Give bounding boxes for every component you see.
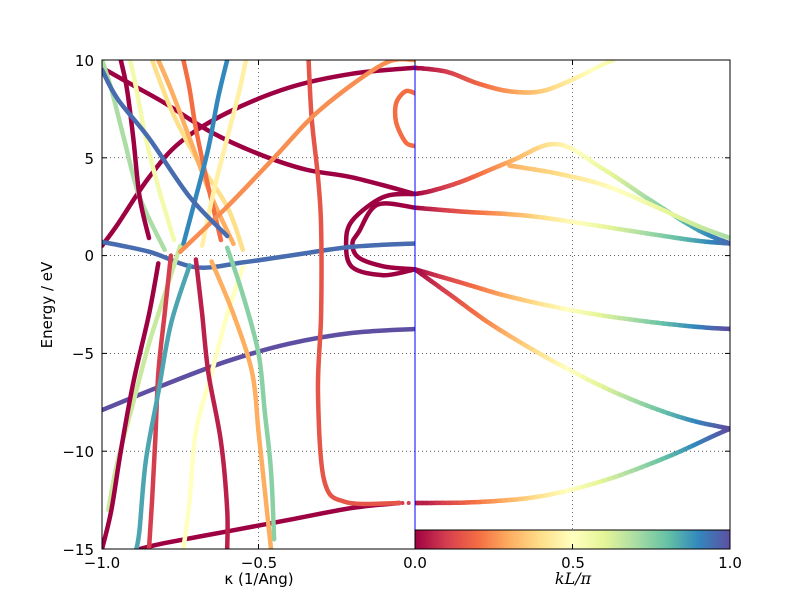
right-band-curve [415,267,730,431]
left-band-curve [181,265,246,549]
left-band-curve [343,191,415,278]
y-tick-label: −15 [62,541,94,559]
left-band-curve [209,259,274,549]
y-tick-label: 0 [84,247,94,265]
right-band-curve [415,60,616,95]
left-band-curve [102,261,161,549]
right-band-curve [415,426,730,506]
left-band-curve [137,500,402,549]
band-point [416,501,421,505]
band-point [400,501,405,505]
left-band-curve [118,60,152,241]
x-tick-label-right: 0.0 [403,554,427,572]
left-band-curve [127,60,177,243]
left-band-curve [392,88,415,149]
x-axis-label-left: κ (1/Ang) [224,570,293,588]
left-band-curve [134,263,192,549]
y-tick-label: −5 [72,345,94,363]
x-tick-labels: −1.0 −0.5 0.0 0.5 1.0 [84,554,742,572]
y-tick-label: 5 [84,150,94,168]
left-band-curve [306,60,402,507]
x-axis-label-right: kL/π [555,569,592,588]
left-band-curve [102,67,230,239]
x-tick-label-left: −1.0 [84,554,120,572]
left-panel-series [102,60,415,549]
left-band-curve [102,65,415,249]
left-band-curve [102,239,415,270]
y-tick-labels: 10 5 0 −5 −10 −15 [62,52,94,559]
right-band-curve [507,163,730,241]
right-panel-series [415,60,730,506]
band-point [425,501,430,505]
y-axis-label: Energy / eV [38,261,56,348]
band-point [419,501,424,505]
band-point [406,501,411,505]
left-band-curve [224,245,277,542]
left-band-curve [181,60,230,247]
y-tick-label: −10 [62,443,94,461]
x-tick-label-left: −0.5 [241,554,277,572]
y-tick-label: 10 [75,52,94,70]
left-band-curve [350,201,415,272]
axes-frame [101,59,731,550]
x-tick-label-right: 1.0 [718,554,742,572]
left-band-curve [199,60,249,249]
left-band-curve [193,257,230,549]
axis-ticks [101,59,731,550]
x-tick-label-right: 0.5 [561,554,585,572]
right-band-curve [415,205,730,246]
left-band-curve [178,60,415,254]
